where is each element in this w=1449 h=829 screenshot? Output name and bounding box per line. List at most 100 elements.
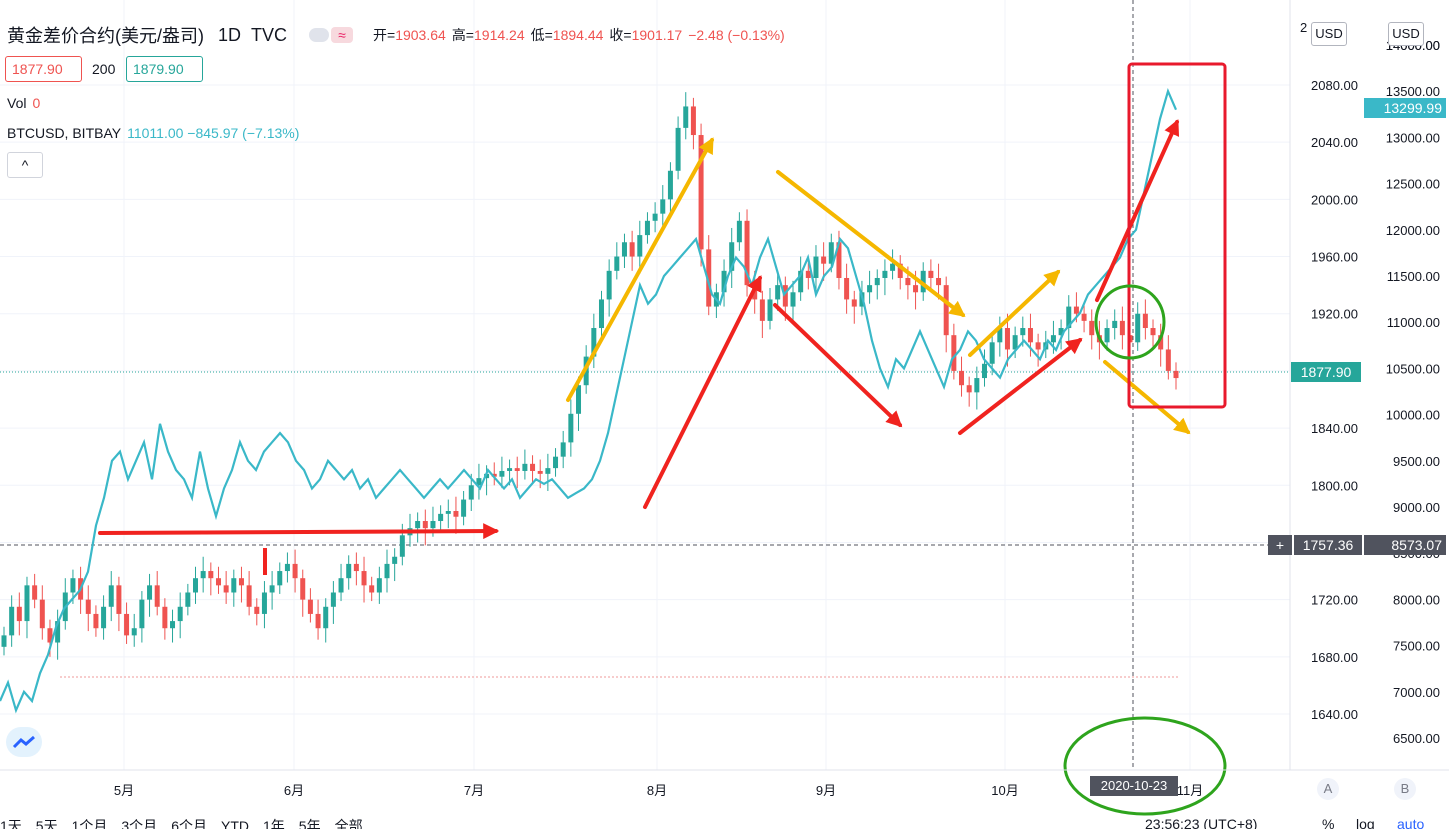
range-button[interactable]: 全部 — [334, 818, 363, 829]
btc-line — [0, 87, 1178, 714]
compare-legend[interactable]: BTCUSD, BITBAY 11011.00 −845.97 (−7.13%) — [7, 125, 299, 141]
candle-body — [438, 513, 444, 522]
range-button[interactable]: YTD — [220, 818, 249, 829]
candle-body — [1066, 306, 1072, 329]
candle-body — [813, 256, 819, 278]
symbol-title[interactable]: 黄金差价合约(美元/盎司) — [7, 26, 204, 46]
candle-body — [943, 285, 949, 336]
candle-body — [1112, 320, 1118, 329]
candle-body — [530, 463, 536, 471]
candle-body — [1058, 328, 1064, 336]
candle-body — [1150, 328, 1156, 336]
auto-scale-right-button[interactable]: B — [1394, 778, 1416, 800]
candle-body — [476, 478, 482, 486]
range-button[interactable]: 3个月 — [121, 818, 158, 829]
btc-tick-label: 7500.00 — [1393, 639, 1440, 654]
candle-body — [415, 521, 421, 529]
candle-body — [553, 456, 559, 469]
candle-body — [1050, 335, 1056, 343]
candle-body — [238, 578, 244, 586]
candle-body — [966, 385, 972, 393]
candle-body — [890, 263, 896, 271]
btc-tick-label: 13000.00 — [1386, 130, 1440, 145]
candle-body — [706, 249, 712, 307]
candle-body — [568, 413, 574, 443]
clock-time[interactable]: 23:56:23 (UTC+8) — [1145, 816, 1258, 829]
candle-body — [300, 578, 306, 600]
candle-body — [384, 563, 390, 579]
range-button[interactable]: 1天 — [0, 818, 22, 829]
btc-tick-label: 10500.00 — [1386, 361, 1440, 376]
gold-top-partial-label: 2 — [1300, 20, 1307, 35]
percent-toggle[interactable]: % — [1322, 816, 1335, 829]
candle-body — [369, 585, 375, 593]
candle-body — [836, 242, 842, 278]
ask-price[interactable]: 1879.90 — [126, 56, 203, 82]
range-button[interactable]: 6个月 — [171, 818, 207, 829]
crosshair-gold-label: 1757.36 — [1294, 535, 1362, 555]
candle-body — [974, 378, 980, 393]
candle-body — [208, 571, 214, 579]
candle-body — [997, 328, 1003, 343]
collapse-legend-button[interactable]: ^ — [7, 152, 43, 178]
candle-body — [430, 521, 436, 529]
ohlc-key: 高= — [451, 27, 474, 43]
candle-body — [93, 613, 99, 629]
gold-tick-label: 1720.00 — [1311, 593, 1358, 608]
candle-body — [499, 470, 505, 477]
candle-body — [461, 499, 467, 517]
annotation-arrow — [968, 269, 1061, 357]
candle-body — [936, 277, 942, 286]
log-toggle[interactable]: log — [1356, 816, 1375, 829]
candle-body — [468, 485, 474, 500]
interval-label[interactable]: 1D — [218, 24, 242, 45]
crosshair-date-label: 2020-10-23 — [1090, 776, 1178, 796]
candle-body — [744, 220, 750, 286]
candle-body — [576, 385, 582, 414]
compare-wave-icon[interactable]: ≈ — [331, 27, 354, 43]
candle-body — [782, 285, 788, 307]
crosshair-plus-icon[interactable]: + — [1268, 535, 1292, 555]
candle-body — [108, 585, 114, 607]
candle-body — [131, 628, 137, 636]
range-button[interactable]: 5天 — [35, 818, 58, 829]
tradingview-logo-icon[interactable] — [6, 727, 42, 757]
currency-right-button[interactable]: USD — [1388, 22, 1424, 46]
compare-symbol: BTCUSD, BITBAY — [7, 125, 122, 141]
range-button[interactable]: 5年 — [298, 818, 321, 829]
annotation-arrow — [776, 170, 966, 317]
btc-tick-label: 8000.00 — [1393, 592, 1440, 607]
candle-body — [177, 606, 183, 622]
candle-body — [170, 621, 176, 629]
currency-left-button[interactable]: USD — [1311, 22, 1347, 46]
candle-body — [1135, 313, 1141, 343]
candle-body — [729, 242, 735, 271]
candle-body — [246, 585, 252, 607]
highlight-box — [1127, 62, 1227, 409]
range-button[interactable]: 1个月 — [71, 818, 108, 829]
candle-body — [821, 256, 827, 264]
indicator-toggle-icon[interactable] — [309, 28, 330, 42]
candle-body — [1119, 320, 1125, 336]
auto-toggle[interactable]: auto — [1397, 816, 1425, 829]
volume-label: Vol — [7, 95, 27, 111]
auto-scale-left-button[interactable]: A — [1317, 778, 1339, 800]
candle-body — [675, 127, 681, 171]
candle-body — [736, 220, 742, 243]
candle-body — [844, 277, 850, 300]
bid-price[interactable]: 1877.90 — [5, 56, 82, 82]
range-button[interactable]: 1年 — [262, 818, 285, 829]
gold-tick-label: 1960.00 — [1311, 250, 1358, 265]
month-tick-label: 9月 — [816, 783, 836, 798]
candle-body — [1089, 320, 1095, 336]
candle-body — [9, 606, 15, 636]
volume-legend[interactable]: Vol 0 — [7, 95, 40, 111]
annotation-arrow — [958, 338, 1083, 435]
candle-body — [70, 578, 76, 593]
candle-body — [399, 535, 405, 557]
month-tick-label: 5月 — [114, 783, 134, 798]
candle-body — [1158, 335, 1164, 350]
candle-body — [629, 242, 635, 257]
candle-body — [621, 242, 627, 257]
